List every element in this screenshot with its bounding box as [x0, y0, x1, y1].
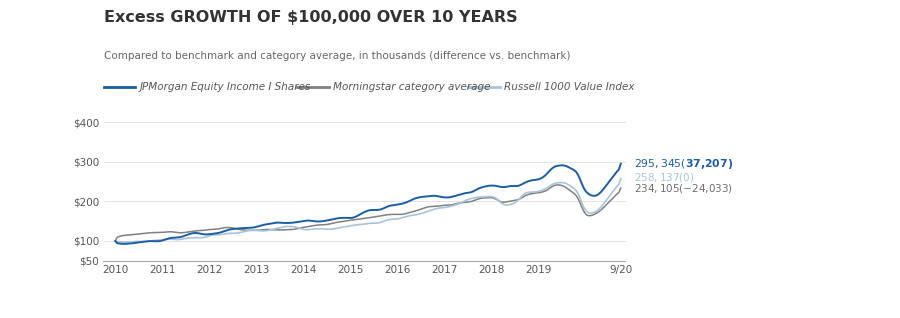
Text: Morningstar category average: Morningstar category average — [333, 82, 490, 93]
Text: Russell 1000 Value Index: Russell 1000 Value Index — [504, 82, 634, 93]
Text: $234,105 (-$24,033): $234,105 (-$24,033) — [634, 182, 734, 195]
Text: JPMorgan Equity Income I Shares: JPMorgan Equity Income I Shares — [140, 82, 310, 93]
Text: $295,345 ($37,207): $295,345 ($37,207) — [634, 157, 734, 171]
Text: Excess GROWTH OF $100,000 OVER 10 YEARS: Excess GROWTH OF $100,000 OVER 10 YEARS — [104, 10, 518, 24]
Text: $258,137 ($0): $258,137 ($0) — [634, 171, 695, 184]
Text: Compared to benchmark and category average, in thousands (difference vs. benchma: Compared to benchmark and category avera… — [104, 51, 570, 61]
